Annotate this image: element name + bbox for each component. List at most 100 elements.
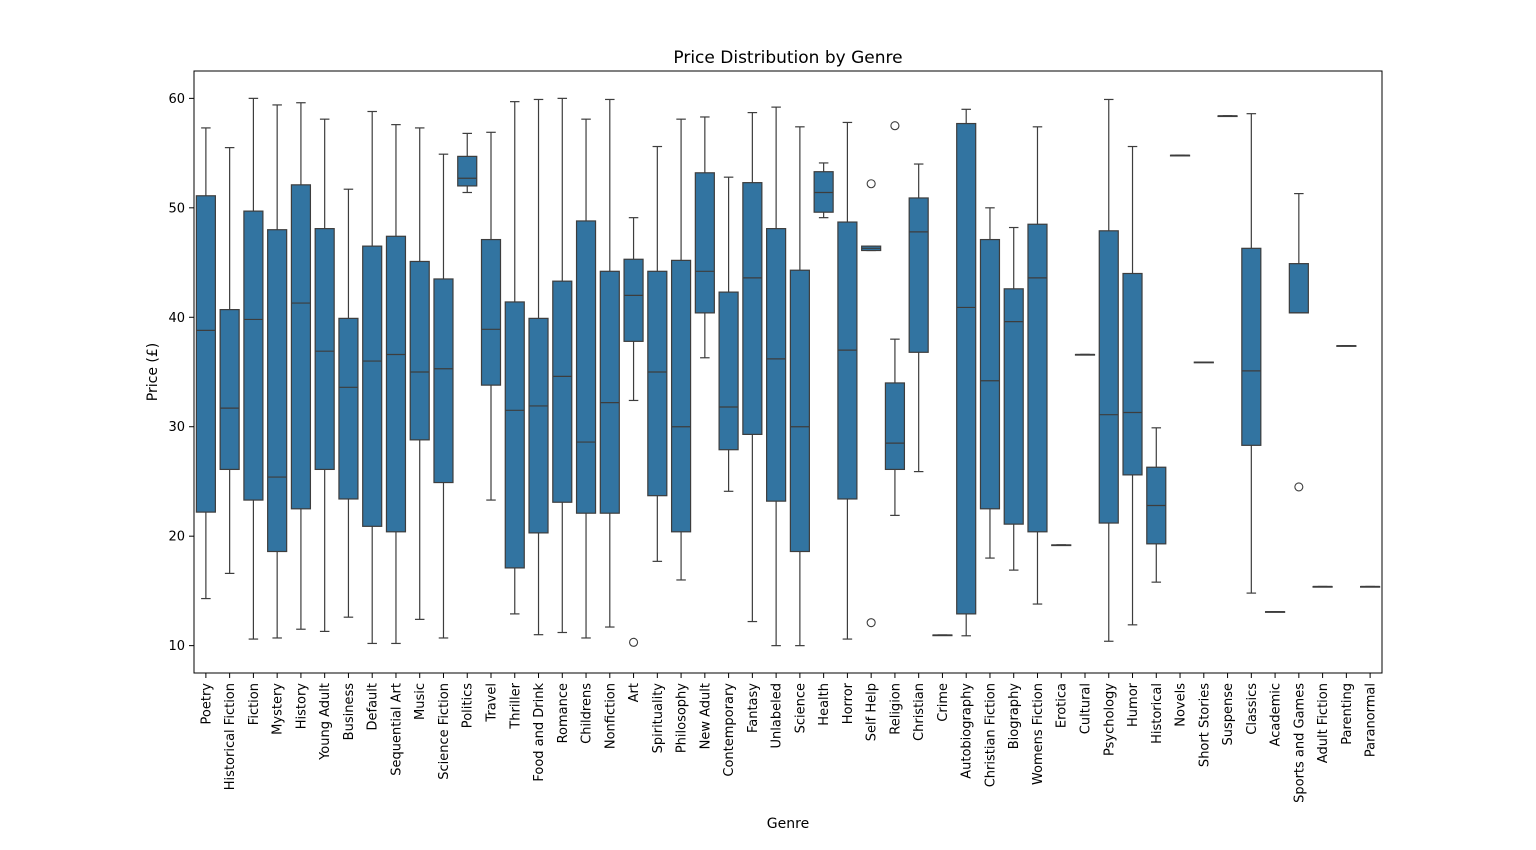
box-3 <box>243 97 264 640</box>
x-tick-label: Travel <box>485 683 500 723</box>
y-tick-label: 50 <box>168 201 185 216</box>
box-40 <box>1122 145 1143 626</box>
box-22 <box>694 116 715 359</box>
iqr-box <box>433 278 454 484</box>
x-tick-label: Christian Fiction <box>983 683 998 787</box>
box-23 <box>718 176 739 492</box>
y-tick-label: 30 <box>168 420 185 435</box>
iqr-box <box>884 382 906 471</box>
chart-title: Price Distribution by Genre <box>673 48 902 68</box>
x-tick-label: Christian <box>912 683 927 741</box>
iqr-box <box>267 229 288 553</box>
x-tick-label: Mystery <box>271 683 286 735</box>
iqr-box <box>552 280 573 503</box>
box-21 <box>670 118 692 581</box>
iqr-box <box>1288 263 1309 314</box>
x-tick-label: Default <box>366 683 381 731</box>
x-tick-label: History <box>294 683 309 730</box>
iqr-box <box>908 197 929 353</box>
iqr-box <box>766 228 787 502</box>
x-tick-label: Self Help <box>865 683 880 741</box>
box-50 <box>1360 585 1381 588</box>
x-tick-label: Psychology <box>1102 683 1117 756</box>
iqr-box <box>1241 247 1262 446</box>
x-tick-label: Young Adult <box>318 683 333 761</box>
box-45 <box>1241 113 1262 594</box>
box-20 <box>647 145 668 562</box>
outlier-point <box>1294 482 1304 492</box>
x-tick-label: Art <box>627 683 642 702</box>
iqr-box <box>979 238 1001 510</box>
iqr-box <box>338 317 359 500</box>
x-tick-label: Fantasy <box>746 683 761 733</box>
box-15 <box>528 98 549 636</box>
box-11 <box>433 153 454 639</box>
x-axis-label: Genre <box>767 816 809 832</box>
box-25 <box>766 106 787 647</box>
x-tick-label: Sports and Games <box>1292 683 1307 803</box>
iqr-box <box>742 182 763 435</box>
iqr-box <box>409 260 430 441</box>
y-axis: 10 20 30 40 50 60 <box>168 92 194 654</box>
iqr-box <box>623 258 644 342</box>
iqr-box <box>599 270 620 514</box>
box-24 <box>742 111 763 623</box>
box-46 <box>1264 611 1286 613</box>
box-14 <box>504 101 525 615</box>
x-tick-label: Adult Fiction <box>1316 683 1331 763</box>
iqr-box <box>1098 230 1119 524</box>
y-tick-label: 60 <box>168 92 185 107</box>
outlier-point <box>890 121 900 131</box>
box-28 <box>837 121 858 640</box>
x-tick-label: Politics <box>461 683 476 728</box>
x-tick-label: Health <box>817 683 832 726</box>
iqr-box <box>670 259 692 533</box>
x-axis: Poetry Historical Fiction Fiction Mystery Hi… <box>199 673 1379 803</box>
y-tick-label: 10 <box>168 639 185 654</box>
iqr-box <box>837 221 858 500</box>
x-tick-label: Thriller <box>508 682 523 729</box>
box-1 <box>195 127 216 600</box>
x-tick-label: Science <box>793 683 808 733</box>
iqr-box <box>195 195 216 513</box>
box-10 <box>409 127 430 620</box>
iqr-box <box>1027 223 1048 533</box>
x-tick-label: Paranormal <box>1364 683 1379 757</box>
box-41 <box>1146 427 1167 583</box>
iqr-box <box>243 210 264 501</box>
box-48 <box>1312 585 1333 588</box>
box-4 <box>267 104 288 639</box>
iqr-box <box>314 228 335 471</box>
x-tick-label: Philosophy <box>675 683 690 753</box>
outlier-point <box>866 179 876 189</box>
iqr-box <box>575 220 597 514</box>
x-tick-label: Historical <box>1150 683 1165 744</box>
box-31 <box>908 163 929 473</box>
x-tick-label: Nonfiction <box>603 683 618 749</box>
box-37 <box>1051 544 1072 547</box>
outlier-point <box>866 618 876 628</box>
y-tick-label: 20 <box>168 530 185 545</box>
box-33 <box>956 108 977 637</box>
box-49 <box>1336 345 1357 347</box>
iqr-box <box>362 245 383 527</box>
box-7 <box>338 188 359 618</box>
x-tick-label: Short Stories <box>1197 683 1212 767</box>
x-tick-label: Novels <box>1174 683 1189 727</box>
box-30 <box>884 121 906 516</box>
box-38 <box>1074 353 1096 356</box>
x-tick-label: Poetry <box>199 683 214 725</box>
x-tick-label: Cultural <box>1079 683 1094 734</box>
x-tick-label: Womens Fiction <box>1031 683 1046 785</box>
box-29 <box>861 179 882 628</box>
x-tick-label: Sequential Art <box>389 683 404 776</box>
box-18 <box>599 98 620 628</box>
box-9 <box>385 124 407 645</box>
iqr-box <box>219 309 240 471</box>
iqr-box <box>504 301 525 569</box>
box-32 <box>932 634 953 637</box>
box-2 <box>219 147 240 574</box>
iqr-box <box>789 269 810 553</box>
box-27 <box>813 162 834 219</box>
iqr-box <box>718 291 739 451</box>
